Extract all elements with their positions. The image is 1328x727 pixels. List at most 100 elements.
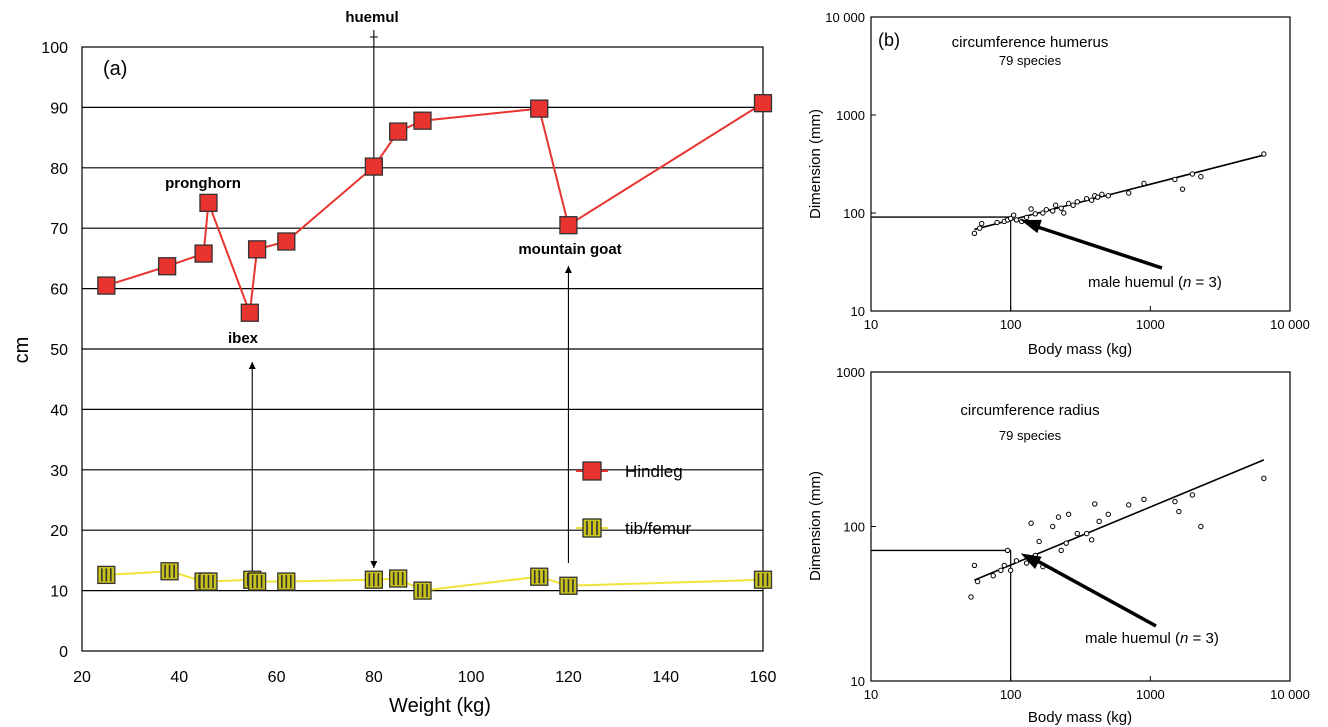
y-tick-label-60: 60 [50,282,68,299]
data-point [1061,210,1067,216]
data-point [1028,520,1034,526]
hindleg-point [157,257,177,276]
tib-femur-point [247,572,267,591]
data-point [1023,560,1030,566]
humerus-annotation: male huemul (n = 3) [1088,274,1222,291]
radius-title: circumference radius [960,402,1099,419]
tib-femur-point [753,570,773,589]
y-tick-label-40: 40 [50,402,68,419]
panel-a-legend: Hindleg tib/femur [576,461,691,538]
data-point [1172,498,1178,505]
x-tick-label-120: 120 [555,669,582,686]
data-point [1063,540,1069,546]
hindleg-point [559,216,578,235]
x-tick-label-10000: 10 000 [1270,687,1310,702]
data-point [1007,567,1014,574]
x-tick-label-100: 100 [458,669,485,686]
x-tick-label-100: 100 [1000,317,1022,332]
legend-tib-femur-marker [582,518,602,538]
data-point [1088,537,1095,543]
y-tick-label-30: 30 [50,463,68,480]
data-point [1023,214,1030,221]
legend-hindleg-marker [582,461,602,481]
data-point [1189,171,1196,177]
hindleg-point [97,276,116,295]
data-point [1043,207,1050,213]
data-point [1013,558,1020,564]
radius-huemul-arrow [1020,553,1157,628]
annotation-mountain-goat: mountain goat [518,241,621,258]
x-tick-label-160: 160 [750,669,777,686]
data-point [1050,208,1056,214]
data-point [1125,190,1132,196]
data-point [1058,205,1064,211]
data-point [1083,195,1090,202]
hindleg-point [530,99,549,118]
annotation-huemul: huemul [345,9,398,26]
y-tick-label-90: 90 [50,100,68,117]
legend-hindleg-label: Hindleg [625,462,683,481]
x-tick-label-100: 100 [1000,687,1022,702]
x-tick-label-20: 20 [73,669,91,686]
radius-ticks: 10 100 1000 10 000 10 100 1000 [836,365,1310,702]
x-tick-label-140: 140 [652,669,679,686]
humerus-xlabel: Body mass (kg) [1028,341,1132,358]
hindleg-point [199,193,218,212]
annotation-ibex: ibex [228,330,259,347]
hindleg-point [277,232,296,251]
hindleg-point [364,157,384,176]
hindleg-point [240,303,259,322]
panel-b-radius: 10 100 1000 10 000 10 100 1000 circumference r… [807,365,1310,726]
panel-a-plot-frame [81,46,764,652]
data-point [1010,212,1017,218]
data-point [1172,176,1178,183]
x-tick-label-1000: 1000 [1136,687,1165,702]
data-point [1261,475,1267,482]
panel-a-xlabel: Weight (kg) [389,695,491,717]
radius-reference-lines [871,549,1012,681]
humerus-fit-line [974,154,1265,231]
humerus-reference-lines [871,216,1012,311]
humerus-title: circumference humerus [952,34,1109,51]
huemul-arrow-head [370,561,378,568]
data-point [976,225,983,231]
hindleg-point [389,122,408,141]
panel-b-label: (b) [878,30,900,50]
panel-a: 0 10 20 30 40 50 60 70 80 90 100 20 40 60 80 100 120 140… [11,9,776,717]
data-point [1092,501,1098,507]
data-point [974,578,981,585]
radius-ylabel: Dimension (mm) [807,471,824,581]
data-point [1088,197,1095,203]
data-point [1189,492,1196,498]
data-point [1058,547,1064,554]
arrow-shaft [1034,224,1163,270]
hindleg-point [753,94,773,113]
humerus-plot-frame [870,16,1291,312]
panel-a-label: (a) [103,58,127,80]
tib-femur-point [530,567,549,586]
tib-femur-point [160,562,179,581]
data-point [1004,547,1011,554]
data-point [1141,496,1147,502]
data-point [1096,518,1102,525]
x-tick-label-60: 60 [268,669,286,686]
hindleg-point [247,240,267,259]
data-point [1141,180,1147,187]
regression-line [974,154,1265,231]
annotation-pronghorn: pronghorn [165,175,241,192]
humerus-ylabel: Dimension (mm) [807,109,824,219]
data-point [1105,511,1111,517]
y-tick-label-0: 0 [59,644,68,661]
data-point [1261,151,1267,157]
x-tick-label-1000: 1000 [1136,317,1165,332]
humerus-points [971,151,1267,237]
data-point [971,230,978,237]
panel-a-y-ticks: 0 10 20 30 40 50 60 70 80 90 100 [41,40,68,661]
data-point [1013,217,1020,223]
data-point [1105,193,1111,199]
x-tick-label-10: 10 [864,687,878,702]
data-point [968,594,974,600]
y-tick-label-100: 100 [843,520,865,535]
tib-femur-point [199,572,218,591]
